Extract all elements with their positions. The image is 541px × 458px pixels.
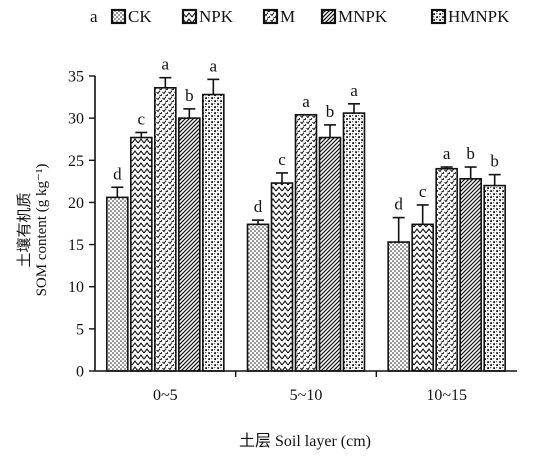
significance-letter: a [302, 92, 310, 111]
significance-letter: c [419, 182, 427, 201]
bar-hmnpk-3 [483, 184, 506, 372]
significance-letter: b [466, 144, 475, 163]
legend-label-npk: NPK [199, 7, 234, 26]
significance-letter: a [443, 144, 451, 163]
y-tick-label: 0 [76, 364, 84, 381]
y-tick-label: 15 [68, 237, 84, 254]
bar-mnpk-2 [318, 136, 342, 372]
bar-m-3 [435, 167, 458, 372]
bar-m-1 [154, 87, 177, 372]
legend-swatch-hmnpk [430, 8, 447, 25]
bar-hmnpk-2 [342, 112, 366, 372]
legend-swatch-ck [110, 8, 127, 25]
legend-swatch-npk [181, 8, 198, 25]
y-tick-label: 25 [68, 153, 84, 170]
x-tick-label: 5~10 [290, 387, 323, 404]
legend-swatch-m [262, 8, 279, 25]
bar-m-2 [294, 113, 318, 372]
significance-letter: d [394, 195, 403, 214]
x-tick-label: 0~5 [153, 387, 178, 404]
y-axis-label-line1: 土壤有机质 [15, 192, 33, 267]
legend-label-m: M [280, 7, 295, 26]
bar-hmnpk-1 [202, 93, 225, 372]
bar-mnpk-3 [459, 178, 482, 372]
legend-label-mnpk: MNPK [338, 7, 388, 26]
y-tick-label: 5 [76, 321, 84, 338]
bar-npk-3 [411, 223, 434, 372]
y-tick-label: 35 [68, 69, 84, 86]
bar-ck-1 [106, 196, 129, 372]
significance-letter: b [185, 86, 194, 105]
y-axis-title: 土壤有机质 SOM content (g kg⁻¹) [15, 164, 50, 297]
legend-label-hmnpk: HMNPK [448, 7, 510, 26]
bar-npk-2 [270, 182, 294, 372]
bar-npk-1 [130, 136, 153, 372]
legend: a CK NPK M MNPK HMNPK [90, 7, 510, 26]
bar-ck-2 [246, 223, 270, 372]
y-axis: 0 5 10 15 20 25 30 35 [68, 69, 95, 381]
significance-letter: d [113, 164, 122, 183]
bar-mnpk-1 [178, 117, 201, 372]
x-axis-label: 土层 Soil layer (cm) [239, 432, 371, 450]
legend-label-ck: CK [128, 7, 152, 26]
significance-letter: a [162, 55, 170, 74]
significance-letter: d [254, 197, 263, 216]
significance-letter: a [210, 56, 218, 75]
x-axis: 0~5 5~10 10~15 [153, 371, 467, 404]
y-tick-label: 10 [68, 279, 84, 296]
y-axis-label-line2: SOM content (g kg⁻¹) [34, 164, 50, 297]
significance-letter: b [326, 102, 335, 121]
significance-letter: a [350, 81, 358, 100]
x-tick-label: 10~15 [426, 387, 467, 404]
bar-ck-3 [387, 241, 410, 372]
significance-letter: b [490, 152, 499, 171]
y-tick-label: 30 [68, 111, 84, 128]
significance-letter: c [278, 150, 286, 169]
panel-label: a [90, 7, 98, 26]
y-tick-label: 20 [68, 195, 84, 212]
legend-swatch-mnpk [320, 8, 337, 25]
significance-letter: c [138, 109, 146, 128]
